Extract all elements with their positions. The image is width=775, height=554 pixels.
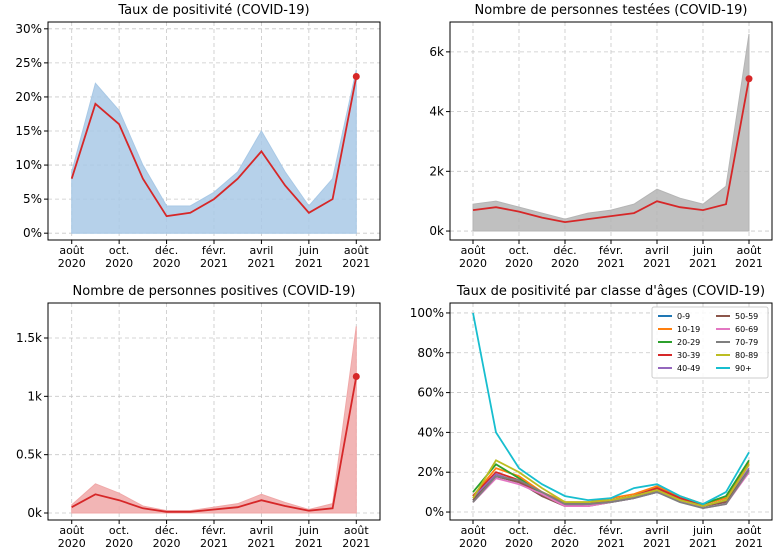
end-marker [352,73,360,80]
subplot: Taux de positivité (COVID-19) 0% 5% 10% 15% 2… [15,3,381,270]
legend-label: 20-29 [677,338,700,347]
y-tick-label: 0k [27,506,42,520]
y-tick-label: 20% [15,90,42,104]
line [71,376,358,513]
y-tick-label: 10% [15,158,42,172]
y-tick-label: 1.5k [16,331,42,345]
x-tick-label: oct. 2020 [505,524,533,550]
subplot-title: Nombre de personnes positives (COVID-19) [73,284,356,299]
x-tick-label: oct. 2020 [105,524,133,550]
x-tick-label: avril 2021 [643,244,671,270]
y-tick-label: 2k [429,164,444,178]
y-tick-label: 0% [23,226,42,240]
x-tick-label: févr. 2021 [597,524,625,550]
x-tick-label: juin 2021 [689,244,717,270]
x-tick-label: févr. 2021 [200,244,228,270]
y-tick-label: 20% [417,465,444,479]
x-tick-label: déc. 2020 [153,524,181,550]
x-tick-label: avril 2021 [643,524,671,550]
line [472,459,750,508]
x-tick-label: oct. 2020 [105,244,133,270]
x-tick-label: août 2021 [342,524,370,550]
y-tick-label: 100% [410,306,444,320]
y-tick-label: 6k [429,45,444,59]
area [71,326,357,514]
x-tick-label: août 2021 [342,244,370,270]
subplot: Nombre de personnes testées (COVID-19) 0k… [429,3,773,270]
legend-label: 40-49 [677,364,700,373]
x-tick-label: févr. 2021 [597,244,625,270]
end-marker [352,373,360,380]
x-tick-label: juin 2021 [295,524,323,550]
x-tick-label: août 2020 [58,524,86,550]
area [71,69,357,234]
x-tick-label: févr. 2021 [200,524,228,550]
legend-label: 90+ [735,364,752,373]
y-tick-label: 15% [15,124,42,138]
end-marker [745,75,753,83]
x-tick-label: août 2021 [735,524,763,550]
y-tick-label: 0.5k [16,448,42,462]
subplot: Nombre de personnes positives (COVID-19)… [16,284,381,550]
plot-area [472,312,750,510]
line [472,312,750,506]
y-tick-label: 25% [15,56,42,70]
subplot: Taux de positivité par classe d'âges (CO… [410,284,773,550]
y-tick-label: 4k [429,105,444,119]
legend-label: 10-19 [677,325,700,334]
plot-area [472,33,750,232]
y-tick-label: 0k [429,224,444,238]
area [472,33,750,232]
legend-label: 30-39 [677,351,700,360]
line [472,78,750,224]
subplot-title: Nombre de personnes testées (COVID-19) [475,3,748,18]
y-tick-label: 5% [23,192,42,206]
x-tick-label: avril 2021 [247,524,275,550]
legend-label: 60-69 [735,325,758,334]
y-tick-label: 60% [417,386,444,400]
x-tick-label: août 2020 [58,244,86,270]
legend-label: 0-9 [677,312,690,321]
line [70,76,358,218]
x-tick-label: août 2021 [735,244,763,270]
x-tick-label: oct. 2020 [505,244,533,270]
legend-label: 70-79 [735,338,758,347]
x-tick-label: août 2020 [459,524,487,550]
legend-label: 80-89 [735,351,758,360]
x-tick-label: août 2020 [459,244,487,270]
y-tick-label: 1k [27,389,42,403]
legend-label: 50-59 [735,312,758,321]
x-tick-label: juin 2021 [295,244,323,270]
y-tick-label: 30% [15,22,42,36]
y-tick-label: 40% [417,425,444,439]
subplot-title: Taux de positivité par classe d'âges (CO… [456,284,765,299]
axes-frame [47,302,381,521]
plot-area [70,69,358,234]
x-tick-label: déc. 2020 [551,524,579,550]
axes-frame [449,21,773,241]
axes-frame [449,302,773,521]
legend-box [651,306,769,379]
y-tick-label: 80% [417,346,444,360]
x-tick-label: déc. 2020 [551,244,579,270]
x-tick-label: juin 2021 [689,524,717,550]
line [472,469,750,510]
x-tick-label: avril 2021 [247,244,275,270]
axes-frame [47,21,381,241]
subplot-title: Taux de positivité (COVID-19) [117,3,309,18]
y-tick-label: 0% [425,505,444,519]
x-tick-label: déc. 2020 [153,244,181,270]
plot-area [71,326,358,514]
